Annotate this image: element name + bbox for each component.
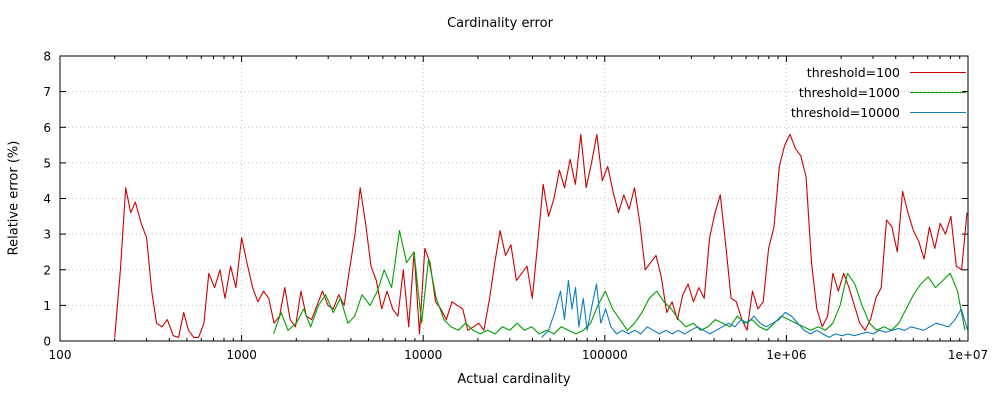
series-line-threshold=10000 [541,279,969,338]
x-tick-label: 1e+06 [766,348,806,362]
x-tick-label: 1e+07 [948,348,988,362]
x-tick-label: 1000 [226,348,257,362]
legend-line-sample-green [910,91,966,93]
chart-title: Cardinality error [447,16,553,31]
series-line-threshold=1000 [273,230,966,335]
legend-label-threshold-1000: threshold=1000 [798,84,900,100]
legend-label-threshold-10000: threshold=10000 [790,104,900,120]
y-tick-label: 1 [43,299,51,313]
y-tick-label: 6 [43,121,51,135]
y-tick-label: 7 [43,85,51,99]
legend-line-sample-blue [910,111,966,113]
y-tick-label: 2 [43,263,51,277]
y-tick-label: 5 [43,156,51,170]
plot-border [59,55,969,342]
legend: threshold=100 threshold=1000 threshold=1… [791,62,966,122]
x-tick-label: 100 [49,348,72,362]
legend-row-threshold-1000: threshold=1000 [791,82,966,102]
series-line-threshold=100 [114,133,968,338]
y-tick-label: 4 [43,192,51,206]
legend-label-threshold-100: threshold=100 [806,64,900,80]
y-tick-label: 3 [43,228,51,242]
x-tick-label: 100000 [582,348,628,362]
y-tick-label: 0 [43,335,51,349]
legend-line-sample-red [910,71,966,73]
x-axis-label: Actual cardinality [457,372,571,387]
legend-row-threshold-100: threshold=100 [791,62,966,82]
y-tick-label: 8 [43,50,51,64]
x-tick-label: 10000 [404,348,442,362]
legend-row-threshold-10000: threshold=10000 [791,102,966,122]
